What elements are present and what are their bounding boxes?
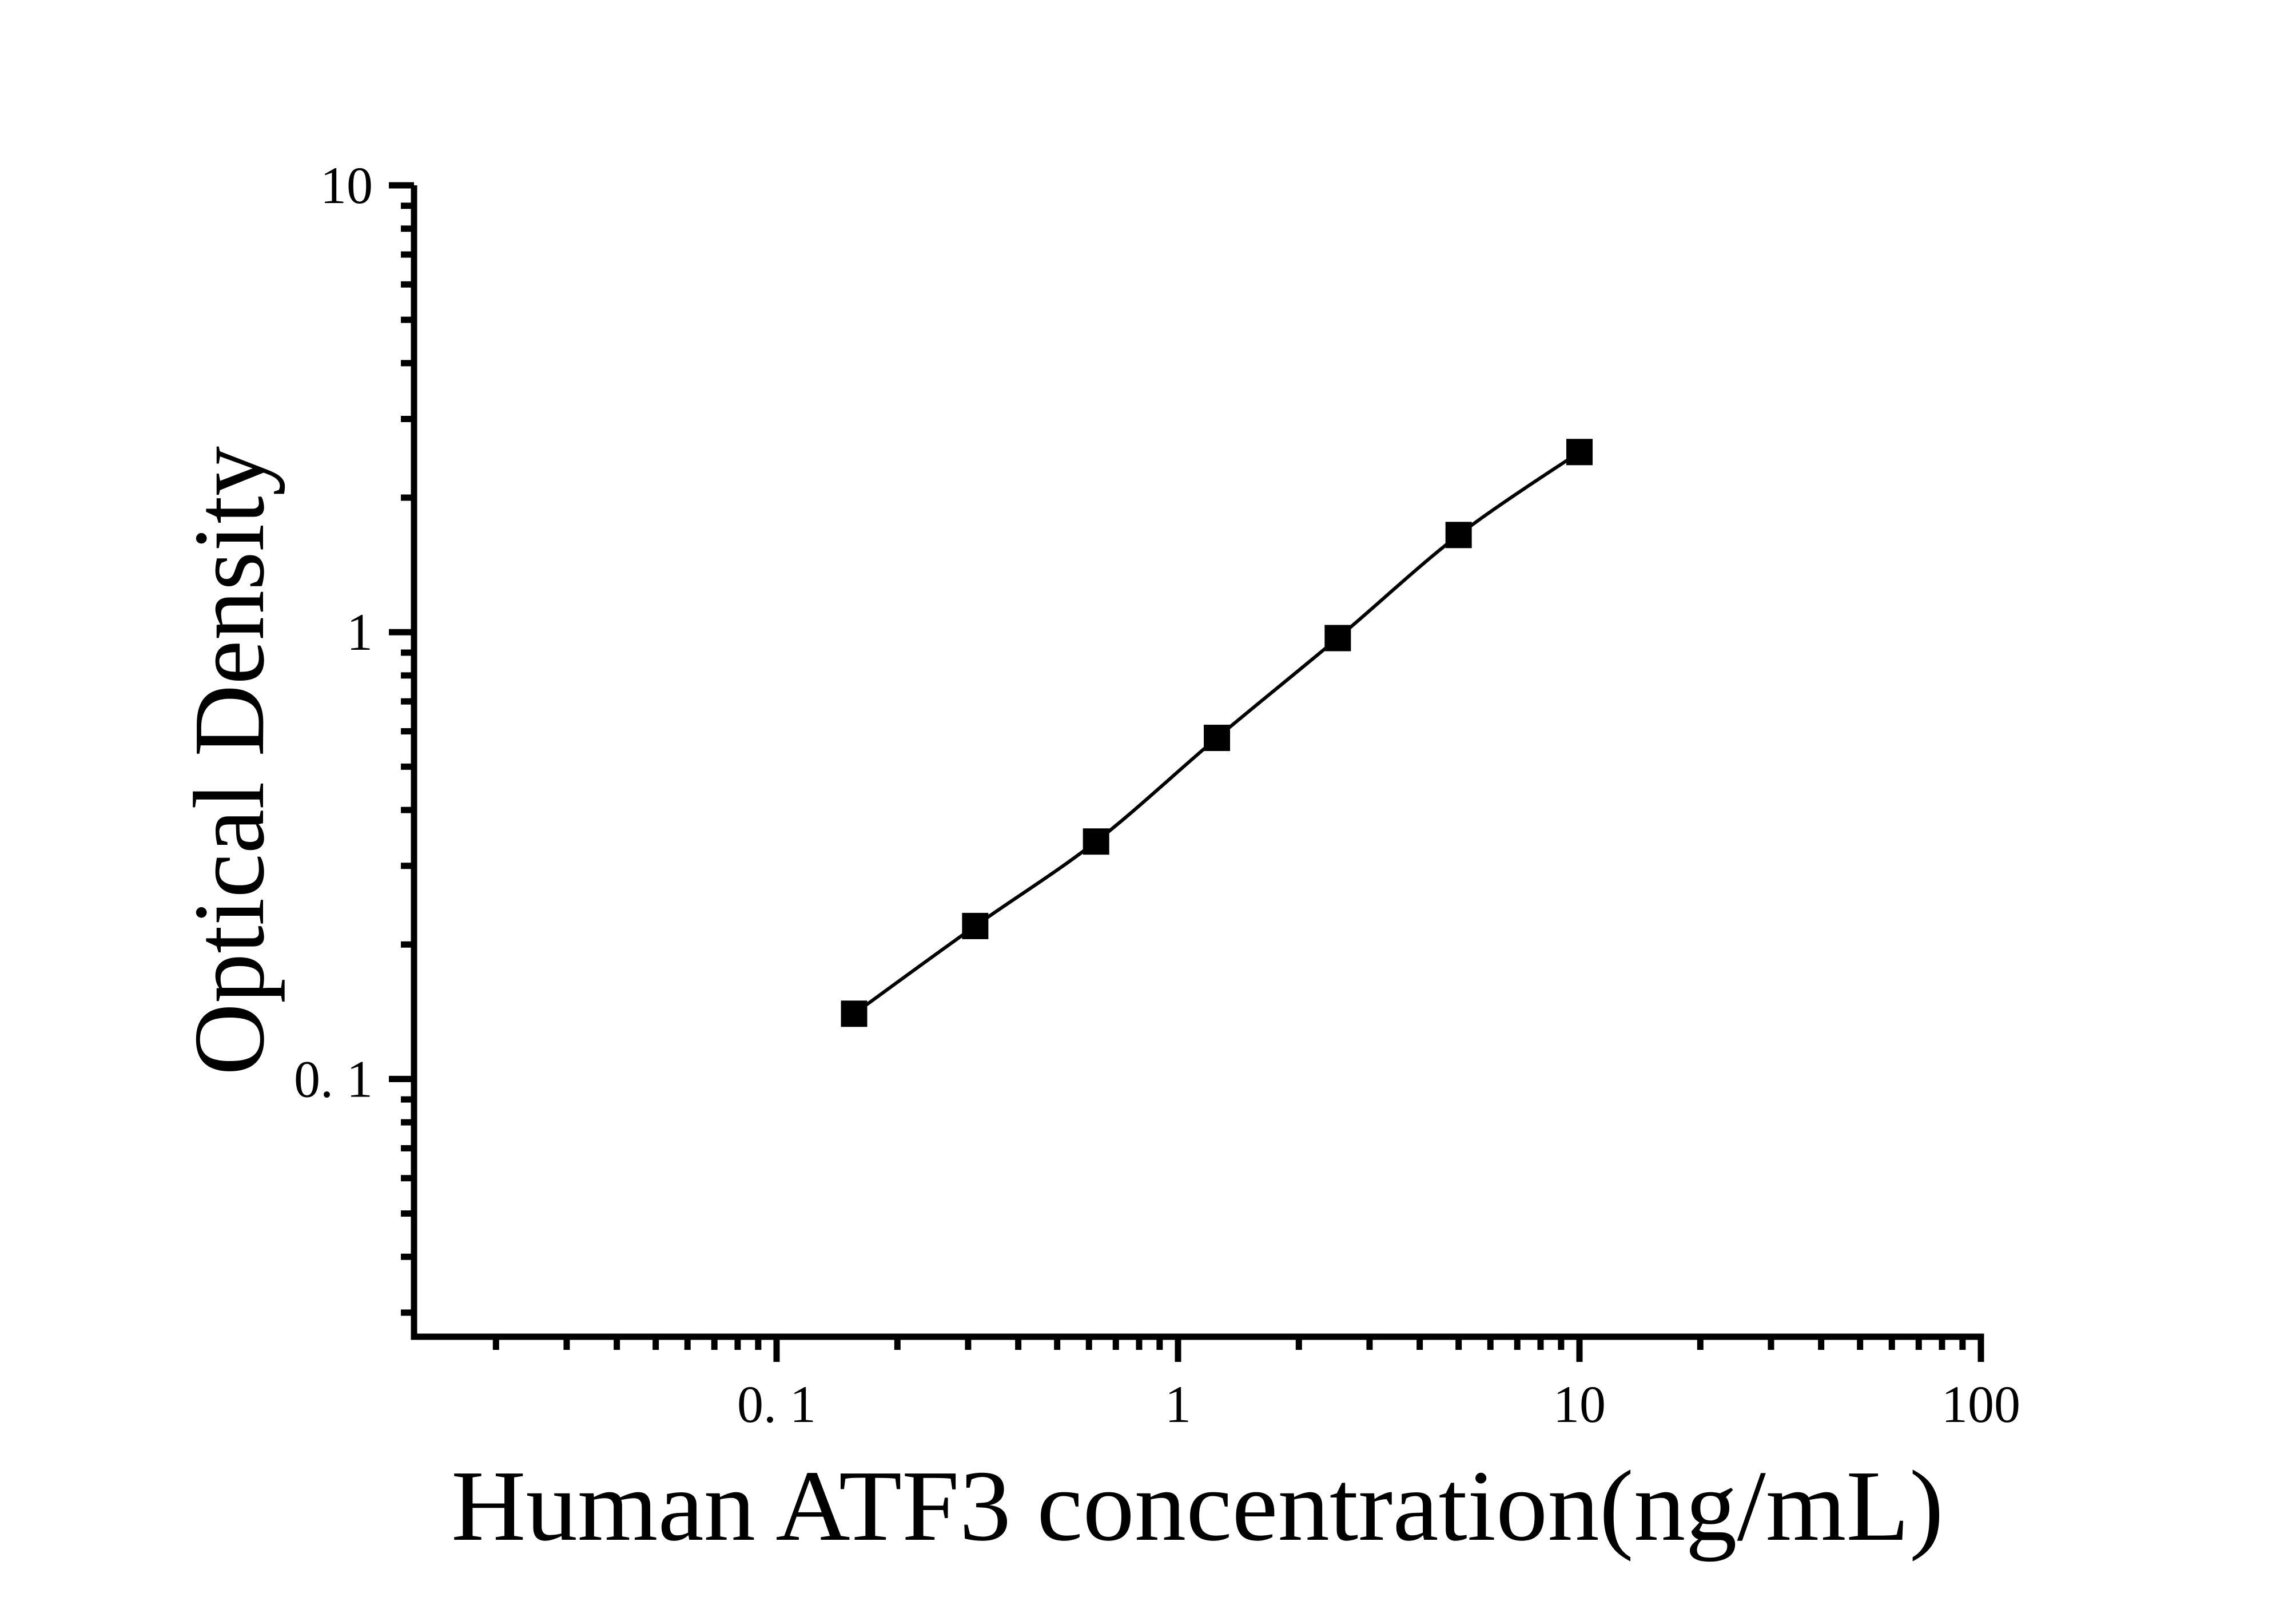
data-point-marker — [1324, 625, 1351, 651]
y-tick-label: 10 — [320, 156, 373, 214]
data-point-marker — [1566, 439, 1593, 466]
axes — [411, 185, 1984, 1340]
data-point-marker — [1083, 828, 1109, 855]
axis-ticks — [389, 182, 1984, 1362]
data-point-marker — [1445, 522, 1472, 549]
y-axis-title: Optical Density — [173, 446, 285, 1075]
x-tick-label: 1 — [1165, 1375, 1191, 1433]
x-axis-title: Human ATF3 concentration(ng/mL) — [451, 1450, 1944, 1562]
x-tick-label: 100 — [1941, 1375, 2020, 1433]
standard-curve-series — [841, 439, 1593, 1027]
x-tick-label: 0. 1 — [737, 1375, 816, 1433]
y-tick-label: 0. 1 — [294, 1050, 373, 1108]
data-point-marker — [841, 1000, 868, 1027]
data-point-marker — [962, 912, 989, 939]
y-tick-label: 1 — [347, 603, 373, 661]
x-tick-label: 10 — [1553, 1375, 1606, 1433]
tick-labels: 0. 1 1 10 100 10 1 0. 1 — [294, 156, 2020, 1433]
data-point-marker — [1204, 725, 1231, 752]
axis-spines — [411, 185, 1984, 1340]
